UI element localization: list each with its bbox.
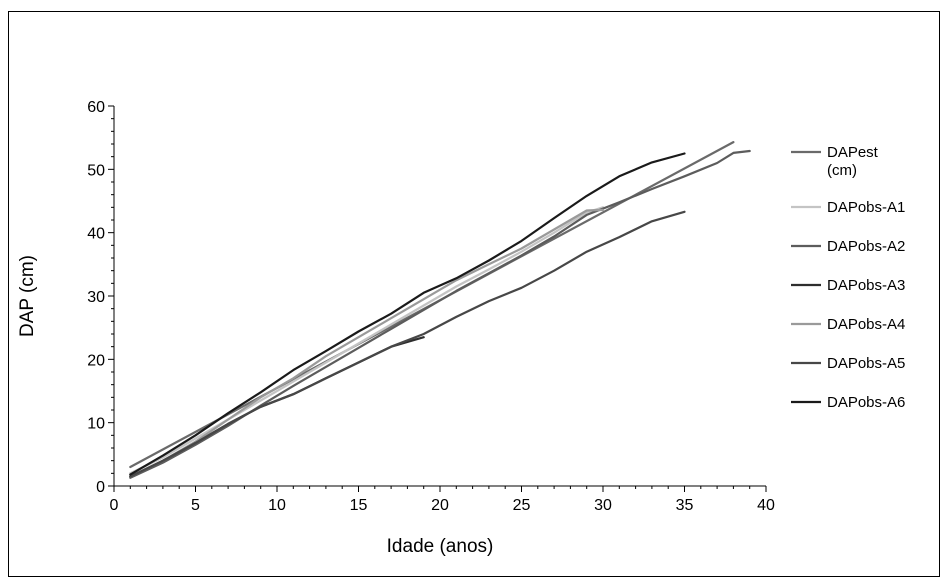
series-line-6 [129, 210, 686, 478]
chart-series-lines [129, 141, 751, 479]
legend-label: DAPobs-A3 [827, 277, 905, 294]
y-axis-title: DAP (cm) [17, 255, 38, 337]
x-tick-label: 10 [268, 497, 286, 514]
y-tick-label: 50 [87, 162, 105, 179]
legend-label: DAPobs-A6 [827, 394, 905, 411]
y-tick-label: 10 [87, 416, 105, 433]
x-tick-label: 15 [350, 497, 368, 514]
chart: 0 10 20 30 40 50 60 0 5 10 15 20 25 30 35 40 Idade (ano… [17, 99, 905, 557]
y-tick-label: 0 [96, 479, 105, 496]
series-line-7 [129, 152, 686, 476]
legend-label: DAPest [827, 144, 879, 161]
x-tick-label: 5 [191, 497, 200, 514]
legend-label: DAPobs-A1 [827, 199, 905, 216]
y-tick-label: 20 [87, 352, 105, 369]
y-tick-label: 60 [87, 99, 105, 116]
legend-label: DAPobs-A4 [827, 316, 905, 333]
x-tick-label: 40 [757, 497, 775, 514]
chart-axes [108, 105, 767, 492]
y-tick-label: 40 [87, 226, 105, 243]
series-line-5 [129, 208, 605, 478]
series-line-3 [129, 149, 751, 479]
x-tick-label: 25 [513, 497, 531, 514]
legend-label: DAPobs-A5 [827, 355, 905, 372]
legend-label-continued: (cm) [827, 162, 857, 179]
y-tick-label: 30 [87, 289, 105, 306]
x-tick-label: 35 [676, 497, 694, 514]
legend-label: DAPobs-A2 [827, 238, 905, 255]
x-tick-label: 30 [594, 497, 612, 514]
chart-frame: 0 10 20 30 40 50 60 0 5 10 15 20 25 30 35 40 Idade (ano… [8, 11, 940, 577]
x-axis-title: Idade (anos) [387, 536, 494, 557]
chart-tick-labels: 0 10 20 30 40 50 60 0 5 10 15 20 25 30 35 40 [87, 99, 775, 514]
x-tick-label: 20 [431, 497, 449, 514]
x-tick-label: 0 [110, 497, 119, 514]
chart-legend: DAPest(cm) DAPobs-A1 DAPobs-A2 DAPobs-A3 DAP… [791, 144, 905, 411]
series-line-2 [129, 206, 605, 475]
